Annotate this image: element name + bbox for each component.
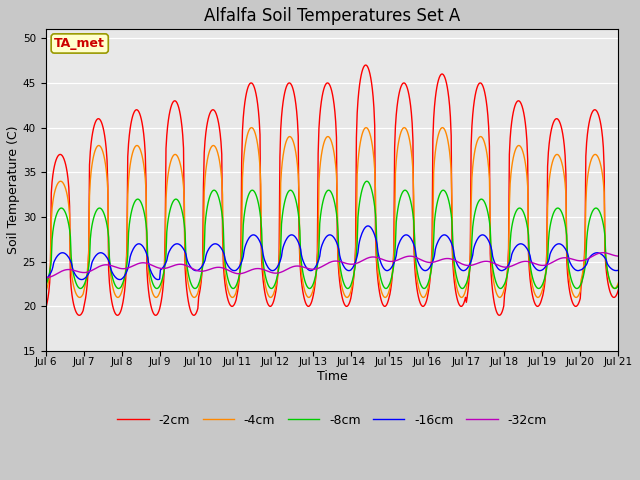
- -4cm: [42, 289, 49, 295]
- -32cm: [111, 264, 119, 270]
- -4cm: [438, 125, 446, 131]
- -32cm: [200, 268, 207, 274]
- -4cm: [419, 294, 426, 300]
- Line: -32cm: -32cm: [45, 252, 618, 277]
- -2cm: [190, 312, 198, 318]
- -16cm: [111, 274, 119, 280]
- -16cm: [42, 276, 49, 282]
- -8cm: [52, 213, 60, 219]
- -2cm: [170, 99, 177, 105]
- -32cm: [402, 254, 410, 260]
- -2cm: [420, 303, 428, 309]
- -32cm: [600, 250, 607, 255]
- -2cm: [52, 157, 60, 163]
- -32cm: [42, 275, 49, 280]
- -16cm: [170, 242, 178, 248]
- -8cm: [170, 199, 177, 204]
- Line: -8cm: -8cm: [45, 181, 618, 288]
- -8cm: [111, 282, 119, 288]
- Title: Alfalfa Soil Temperatures Set A: Alfalfa Soil Temperatures Set A: [204, 7, 460, 25]
- -16cm: [365, 223, 372, 229]
- -2cm: [200, 150, 208, 156]
- -16cm: [200, 260, 208, 265]
- -2cm: [614, 287, 622, 292]
- -2cm: [362, 62, 370, 68]
- X-axis label: Time: Time: [317, 370, 348, 383]
- -2cm: [404, 85, 412, 91]
- -16cm: [404, 232, 412, 238]
- Line: -4cm: -4cm: [45, 128, 618, 298]
- -4cm: [111, 291, 119, 297]
- -8cm: [403, 188, 410, 194]
- -16cm: [420, 267, 428, 273]
- -4cm: [52, 184, 60, 190]
- Line: -16cm: -16cm: [45, 226, 618, 279]
- Legend: -2cm, -4cm, -8cm, -16cm, -32cm: -2cm, -4cm, -8cm, -16cm, -32cm: [112, 409, 552, 432]
- -8cm: [614, 282, 622, 288]
- -8cm: [420, 286, 428, 291]
- Line: -2cm: -2cm: [45, 65, 618, 315]
- -8cm: [363, 179, 371, 184]
- -8cm: [42, 282, 49, 288]
- -4cm: [458, 295, 465, 300]
- -4cm: [170, 153, 177, 159]
- -2cm: [42, 305, 49, 311]
- Y-axis label: Soil Temperature (C): Soil Temperature (C): [7, 126, 20, 254]
- -4cm: [614, 280, 622, 286]
- -8cm: [200, 257, 207, 263]
- -2cm: [111, 310, 119, 316]
- -32cm: [614, 253, 622, 259]
- -4cm: [200, 246, 207, 252]
- -8cm: [419, 286, 427, 291]
- Text: TA_met: TA_met: [54, 37, 105, 50]
- -32cm: [52, 271, 60, 277]
- -16cm: [52, 255, 60, 261]
- -16cm: [116, 276, 124, 282]
- -32cm: [419, 258, 426, 264]
- -32cm: [170, 263, 177, 269]
- -4cm: [402, 126, 410, 132]
- -16cm: [614, 267, 622, 273]
